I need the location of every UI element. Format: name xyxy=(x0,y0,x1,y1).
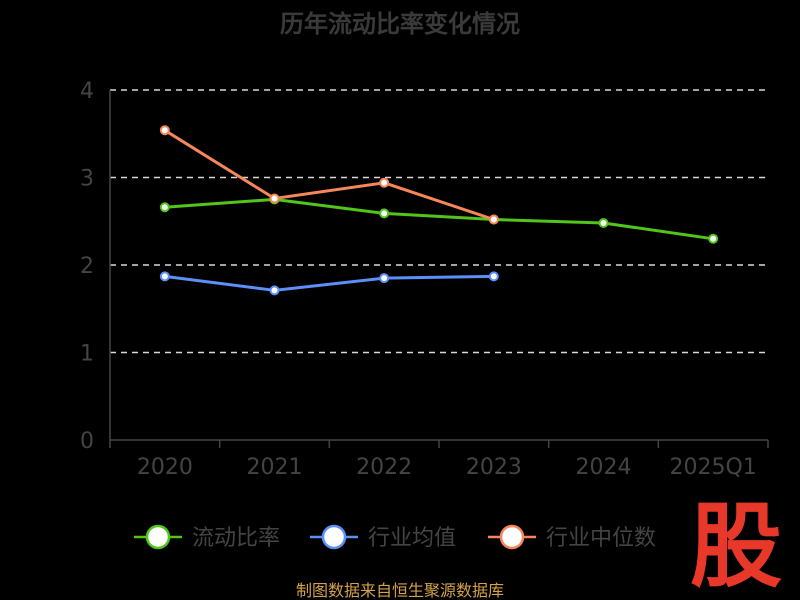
series-line xyxy=(164,197,714,241)
legend-swatch-marker xyxy=(145,524,171,550)
y-tick-label: 3 xyxy=(80,167,94,192)
data-point xyxy=(598,218,609,228)
data-point xyxy=(159,271,170,282)
data-point xyxy=(379,273,390,284)
x-tick-label: 2024 xyxy=(576,455,632,480)
series-2 xyxy=(159,271,499,296)
chart-title: 历年流动比率变化情况 xyxy=(280,10,520,38)
axes xyxy=(109,90,769,448)
legend-label: 行业均值 xyxy=(368,526,456,551)
watermark-logo: 股 xyxy=(690,493,782,600)
series-line xyxy=(164,274,494,292)
x-tick-label: 2022 xyxy=(356,455,412,480)
y-tick-label: 0 xyxy=(80,429,94,454)
x-tick-label: 2023 xyxy=(466,455,522,480)
data-point xyxy=(159,125,170,136)
data-point xyxy=(159,202,170,213)
legend-label: 流动比率 xyxy=(192,526,280,551)
x-tick-label: 2025Q1 xyxy=(670,455,757,480)
y-tick-label: 2 xyxy=(80,254,94,279)
legend-item-2[interactable]: 行业均值 xyxy=(310,524,456,551)
x-tick-label: 2020 xyxy=(137,455,193,480)
series-3 xyxy=(159,125,499,225)
series-line xyxy=(164,129,495,221)
x-tick-label: 2021 xyxy=(247,455,303,480)
tick-labels: 0 1 2 3 4 2020 2021 2022 2023 2024 2025Q1 xyxy=(80,79,757,480)
source-note: 制图数据来自恒生聚源数据库 xyxy=(296,581,504,600)
legend-item-3[interactable]: 行业中位数 xyxy=(488,524,656,551)
legend-label: 行业中位数 xyxy=(546,526,656,551)
data-point xyxy=(708,233,719,244)
series-group xyxy=(159,125,719,296)
legend-swatch-marker xyxy=(321,524,347,550)
data-point xyxy=(488,271,499,282)
data-point xyxy=(269,285,280,296)
data-point xyxy=(269,193,280,204)
y-tick-label: 4 xyxy=(80,79,94,104)
data-point xyxy=(379,177,390,188)
legend: 流动比率 行业均值 行业中位数 xyxy=(134,524,656,551)
data-point xyxy=(488,214,499,225)
data-point xyxy=(379,208,390,219)
legend-item-1[interactable]: 流动比率 xyxy=(134,524,280,551)
y-tick-label: 1 xyxy=(80,342,94,367)
legend-swatch-marker xyxy=(499,524,525,550)
grid-lines xyxy=(110,89,768,354)
